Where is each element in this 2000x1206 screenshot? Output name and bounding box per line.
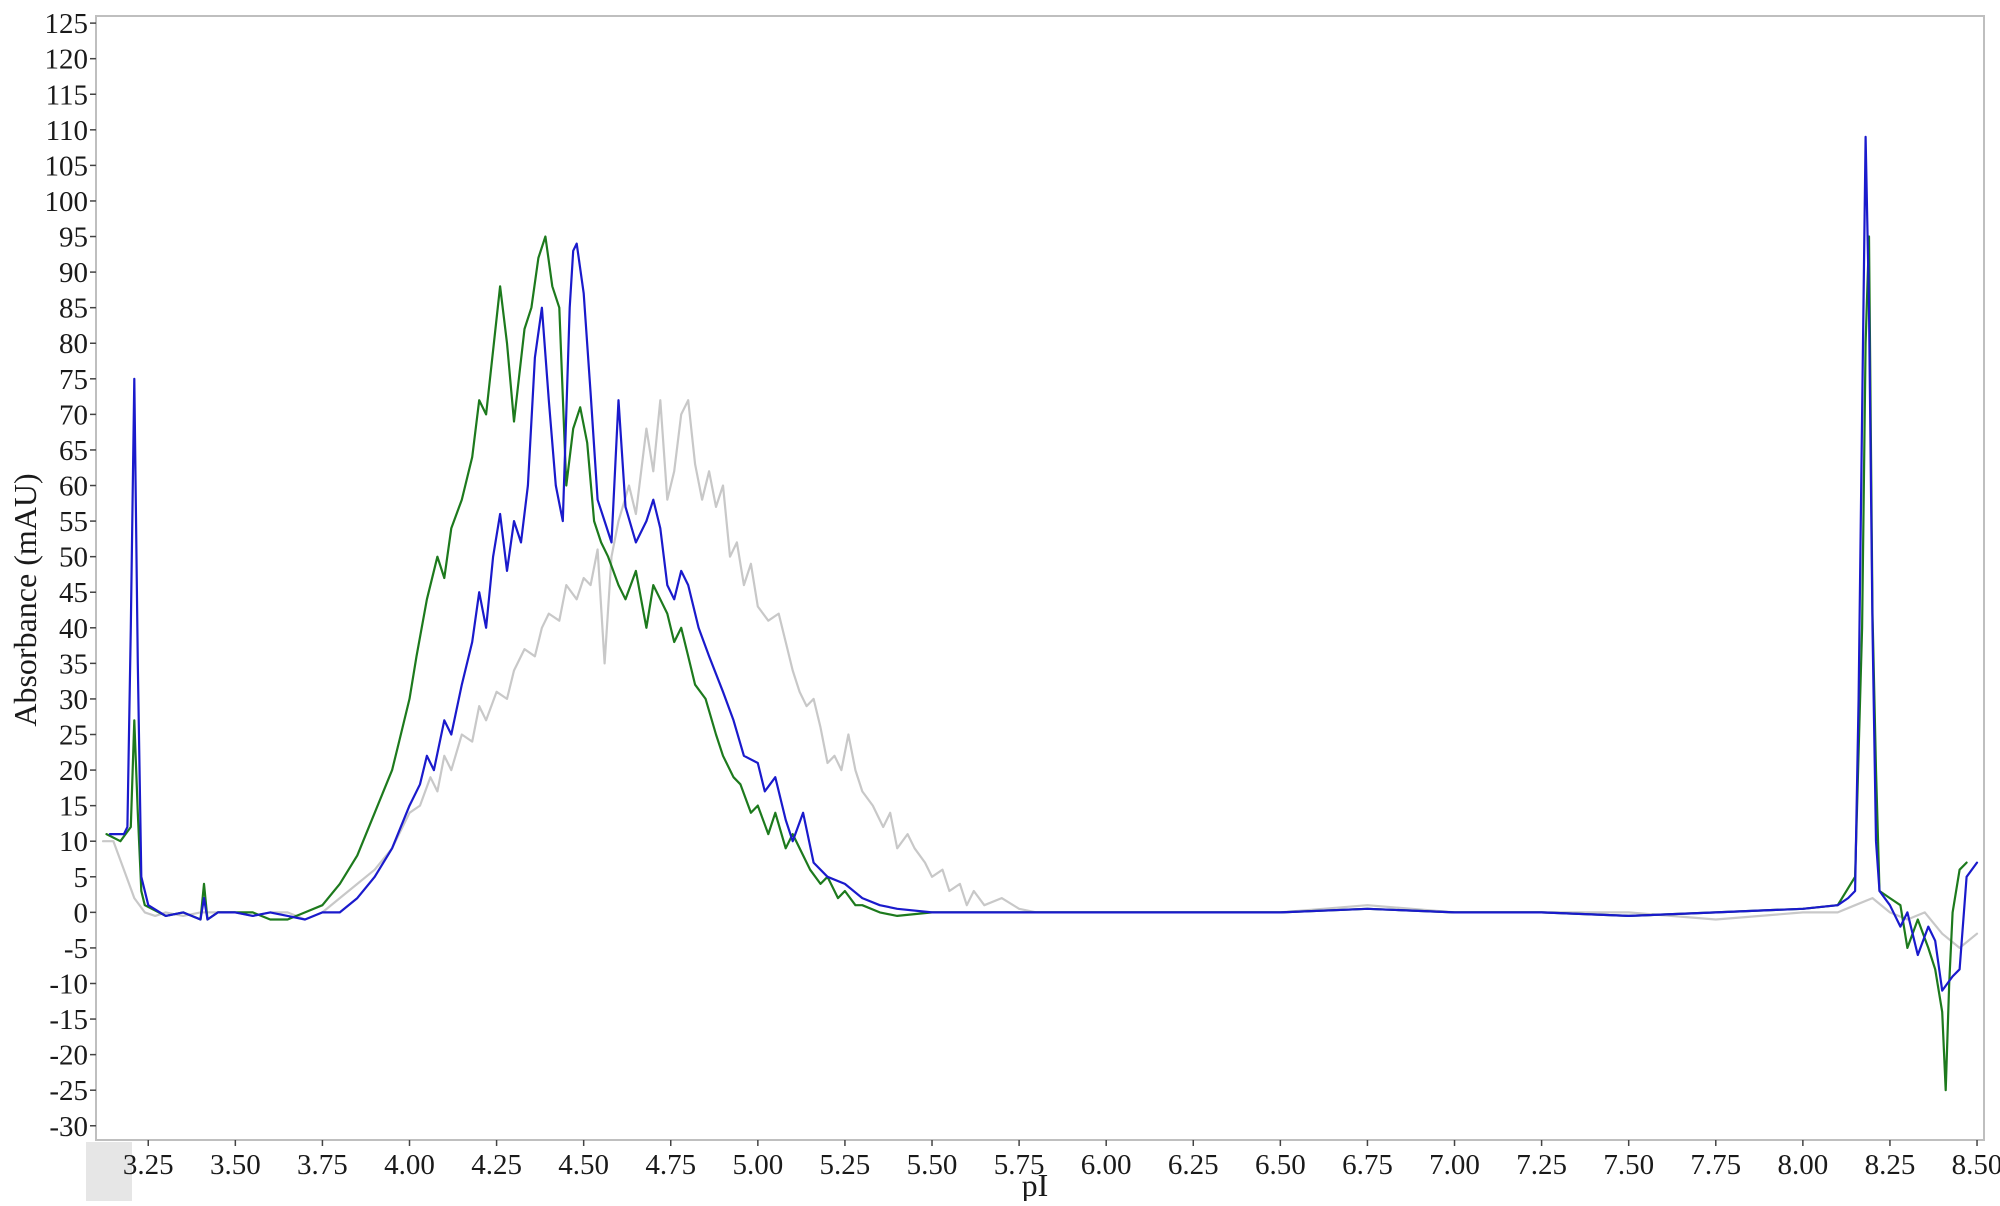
corner-shading [86,1142,132,1201]
y-axis-title: Absorbance (mAU) [7,473,43,726]
y-tick-label: 85 [59,293,88,325]
series-layer [101,135,1979,1092]
y-tick-label: 95 [59,222,88,254]
y-tick-label: 40 [59,613,88,645]
y-tick-label: 70 [59,399,88,431]
x-tick-label: 6.50 [1255,1149,1306,1181]
x-axis: 3.25 3.50 3.75 4.00 4.25 4.50 4.75 5.00 5.25 5.50… [123,1140,2000,1181]
y-tick-label: 100 [45,186,89,218]
x-tick-label: 8.00 [1777,1149,1828,1181]
x-tick-label: 6.00 [1081,1149,1132,1181]
y-tick-label: 110 [46,115,88,147]
y-tick-label: 60 [59,471,88,503]
plot-frame [95,15,1985,1141]
y-tick-label: 15 [59,791,88,823]
series-line-3 [108,135,1979,992]
x-axis-title: pI [1022,1167,1049,1201]
x-tick-label: 3.50 [210,1149,261,1181]
x-tick-label: 4.25 [471,1149,522,1181]
x-tick-label: 7.75 [1690,1149,1741,1181]
y-tick-label: 5 [74,862,89,894]
x-tick-label: 8.25 [1865,1149,1916,1181]
x-tick-label: 7.25 [1516,1149,1567,1181]
x-tick-label: 6.75 [1342,1149,1393,1181]
y-tick-label: 0 [74,897,89,929]
x-tick-label: 3.75 [297,1149,348,1181]
y-tick-label: -25 [49,1075,88,1107]
y-axis: -30-25-20-15-10-505101520253035404550556… [45,8,96,1143]
x-tick-label: 4.75 [645,1149,696,1181]
y-tick-label: -15 [49,1004,88,1036]
x-tick-label: 5.00 [732,1149,783,1181]
y-tick-label: 55 [59,506,88,538]
y-tick-label: 120 [45,44,89,76]
y-tick-label: 35 [59,648,88,680]
x-tick-label: 4.00 [384,1149,435,1181]
y-tick-label: 105 [45,150,89,182]
x-tick-label: 6.25 [1168,1149,1219,1181]
x-tick-label: 5.75 [994,1149,1045,1181]
y-tick-label: 125 [45,8,89,40]
y-tick-label: 20 [59,755,88,787]
x-tick-label: 5.50 [907,1149,958,1181]
y-tick-label: 115 [46,79,88,111]
y-tick-label: -5 [64,933,88,965]
y-tick-label: 45 [59,577,88,609]
y-tick-label: -10 [49,968,88,1000]
x-tick-label: 4.50 [558,1149,609,1181]
y-tick-label: 25 [59,720,88,752]
y-tick-label: -20 [49,1040,88,1072]
y-tick-label: 10 [59,826,88,858]
y-tick-label: 50 [59,542,88,574]
y-tick-label: 65 [59,435,88,467]
x-tick-label: 7.50 [1603,1149,1654,1181]
y-tick-label: 80 [59,328,88,360]
y-tick-label: 90 [59,257,88,289]
y-tick-label: -30 [49,1111,88,1143]
x-tick-label: 3.25 [123,1149,174,1181]
y-tick-label: 75 [59,364,88,396]
x-tick-label: 8.50 [1952,1149,2000,1181]
y-tick-label: 30 [59,684,88,716]
x-tick-label: 7.00 [1429,1149,1480,1181]
x-tick-label: 5.25 [820,1149,871,1181]
